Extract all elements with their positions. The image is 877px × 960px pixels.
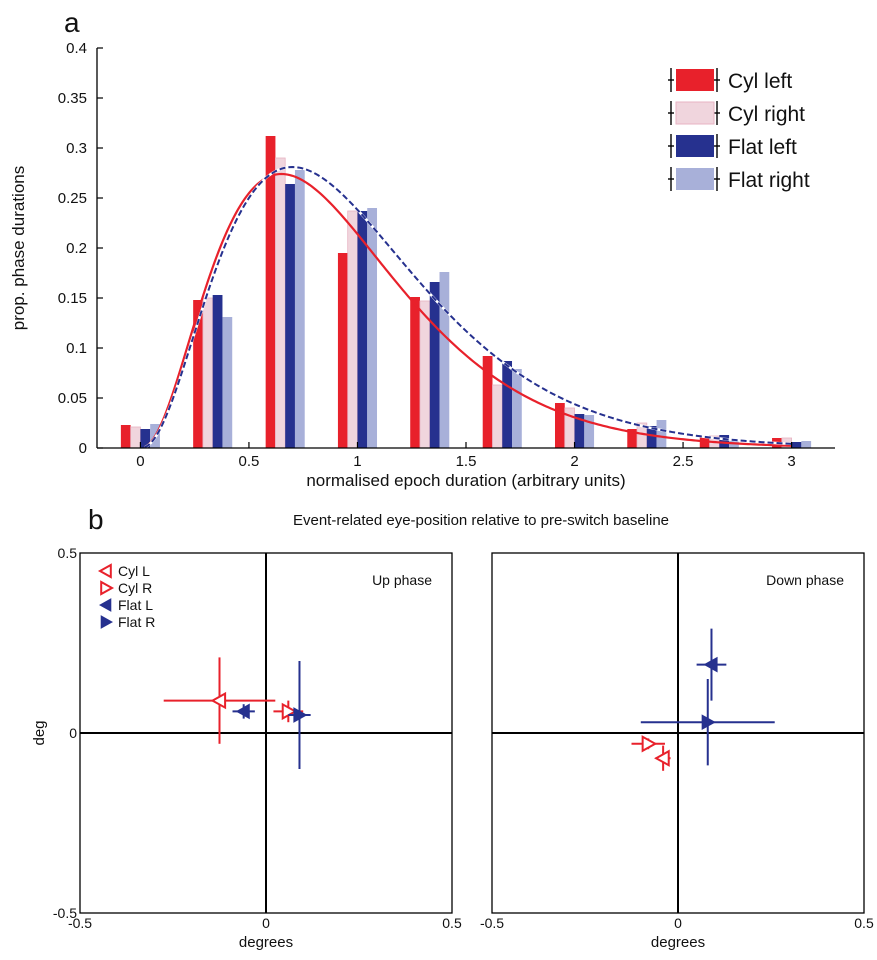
y-tick-label: 0.35 (58, 90, 87, 107)
data-point-marker (654, 749, 670, 767)
histogram-bar (719, 435, 730, 448)
histogram-bar (120, 425, 131, 448)
subplot-title: Up phase (372, 572, 432, 588)
legend-marker (97, 563, 112, 579)
histogram-bar (294, 170, 305, 448)
x-tick-label: 3 (787, 453, 795, 470)
x-tick-label: 2 (570, 453, 578, 470)
histogram-bar (222, 317, 233, 448)
x-tick-label: 0 (262, 915, 270, 931)
histogram-bar (265, 136, 276, 448)
histogram-bar (285, 184, 295, 448)
y-tick-label: 0.4 (66, 40, 87, 57)
histogram-bar (699, 437, 710, 448)
y-tick-label: 0.1 (66, 340, 87, 357)
subplot-title: Down phase (766, 572, 844, 588)
legend-marker (100, 615, 114, 629)
legend-swatch (676, 168, 714, 190)
x-tick-label: -0.5 (480, 915, 504, 931)
histogram-bar (212, 295, 223, 448)
data-point-marker (701, 714, 716, 731)
histogram-bar (646, 426, 657, 448)
panel-a-label: a (64, 7, 80, 38)
histogram-bar (627, 429, 638, 448)
histogram-bar (439, 272, 450, 448)
histogram-bar (140, 429, 151, 448)
histogram-bar (275, 157, 286, 449)
legend-swatch (676, 69, 714, 91)
y-tick-label: 0 (79, 440, 87, 457)
histogram-bar (574, 414, 585, 448)
legend-label: Cyl R (118, 580, 152, 596)
fit-curve-cyl (144, 172, 792, 449)
fit-curve-halo (144, 165, 792, 449)
x-tick-label: 1 (353, 453, 361, 470)
legend-swatch (676, 135, 714, 157)
x-tick-label: 0 (674, 915, 682, 931)
legend-label: Flat left (728, 136, 797, 159)
x-axis-label: normalised epoch duration (arbitrary uni… (306, 471, 625, 490)
histogram-bar (512, 369, 522, 448)
x-tick-label: -0.5 (68, 915, 92, 931)
data-point-marker (235, 703, 250, 720)
y-tick-label: 0.15 (58, 290, 87, 307)
y-tick-label: 0.25 (58, 190, 87, 207)
histogram-bar (801, 441, 812, 448)
histogram-bar (337, 253, 348, 448)
histogram-bar (584, 415, 595, 448)
panel-b-label: b (88, 504, 104, 535)
data-point-marker (641, 735, 658, 753)
histogram-bar (554, 403, 565, 448)
histogram-bar (482, 356, 493, 448)
x-tick-label: 0.5 (239, 453, 260, 470)
legend-label: Cyl left (728, 70, 792, 93)
histogram-bar (502, 361, 513, 448)
y-axis-label: deg (31, 720, 48, 745)
legend-label: Flat right (728, 169, 810, 192)
y-tick-label: 0.2 (66, 240, 87, 257)
histogram-bar (357, 211, 368, 448)
histogram-bar (193, 300, 203, 448)
data-point-marker (210, 691, 227, 710)
y-tick-label: 0.3 (66, 140, 87, 157)
fit-curve-flat (144, 165, 792, 449)
y-tick-label: 0.5 (58, 545, 78, 561)
histogram-bar (202, 297, 214, 449)
histogram-bar (347, 210, 358, 449)
data-point-marker (703, 656, 718, 673)
legend-marker (100, 580, 115, 596)
x-tick-label: 0.5 (442, 915, 462, 931)
y-axis-label: prop. phase durations (9, 166, 28, 330)
legend-label: Flat L (118, 597, 153, 613)
histogram-bar (791, 442, 802, 448)
x-axis-label: degrees (239, 934, 293, 951)
legend-label: Flat R (118, 614, 155, 630)
legend-label: Cyl L (118, 563, 150, 579)
y-tick-label: 0 (69, 725, 77, 741)
x-tick-label: 1.5 (456, 453, 477, 470)
x-tick-label: 2.5 (673, 453, 694, 470)
histogram-bar (429, 282, 440, 448)
legend-marker (98, 598, 112, 612)
data-point-marker (293, 707, 308, 723)
y-tick-label: -0.5 (53, 905, 77, 921)
panel-b-title: Event-related eye-position relative to p… (293, 512, 669, 529)
x-tick-label: 0.5 (854, 915, 874, 931)
histogram-bar (130, 426, 141, 449)
histogram-bar (419, 300, 431, 449)
histogram-bar (492, 384, 503, 449)
histogram-bar (410, 297, 420, 448)
histogram-bar (367, 208, 378, 448)
legend-label: Cyl right (728, 103, 805, 126)
histogram-bar (656, 420, 667, 448)
x-axis-label: degrees (651, 934, 705, 951)
y-tick-label: 0.05 (58, 390, 87, 407)
x-tick-label: 0 (136, 453, 144, 470)
legend-swatch (675, 101, 715, 125)
